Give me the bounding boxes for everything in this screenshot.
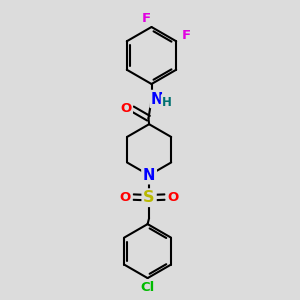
Text: Cl: Cl (140, 280, 155, 294)
Text: H: H (162, 95, 172, 109)
Text: O: O (120, 190, 131, 204)
Text: N: N (151, 92, 164, 106)
Text: F: F (142, 11, 151, 25)
Text: F: F (182, 29, 190, 42)
Text: N: N (143, 168, 155, 183)
Text: S: S (143, 190, 155, 205)
Text: O: O (167, 190, 178, 204)
Text: O: O (120, 102, 131, 115)
